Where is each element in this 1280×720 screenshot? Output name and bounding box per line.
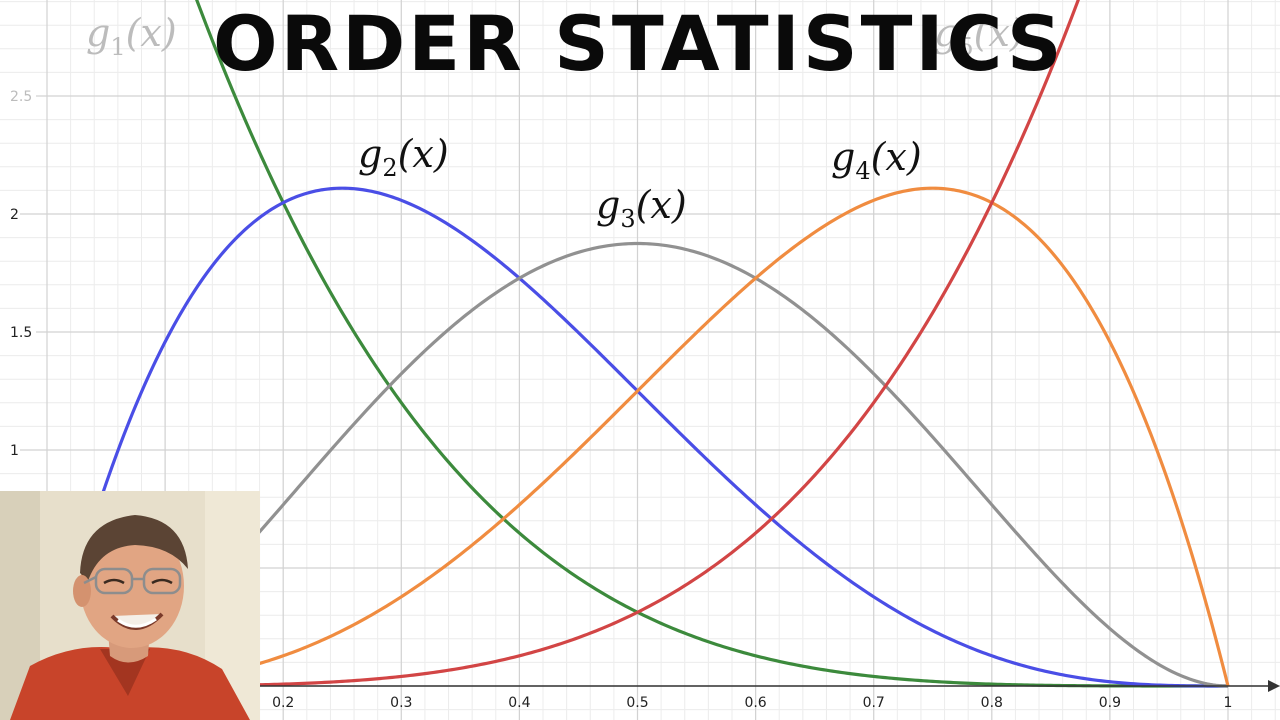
y-tick-label: 1.5 — [10, 325, 32, 341]
x-tick-label: 0.5 — [626, 695, 648, 711]
y-tick-backdrop — [0, 321, 36, 343]
x-tick-label: 1 — [1224, 695, 1233, 711]
label-g4: g4(x) — [831, 135, 922, 185]
label-g1: g1(x) — [86, 11, 177, 61]
x-tick-label: 0.8 — [981, 695, 1003, 711]
x-tick-label: 0.9 — [1099, 695, 1121, 711]
y-tick-backdrop — [0, 85, 36, 107]
y-tick-label: 2.5 — [10, 89, 32, 105]
x-tick-labels: 0.2 0.3 0.4 0.5 0.6 0.7 0.8 0.9 1 — [272, 695, 1232, 711]
x-tick-label: 0.3 — [390, 695, 412, 711]
y-tick-backdrop — [0, 439, 20, 461]
x-tick-label: 0.7 — [863, 695, 885, 711]
y-tick-label: 1 — [10, 443, 19, 459]
presenter-photo — [0, 491, 260, 720]
label-g5: g5(x) — [934, 11, 1025, 61]
x-tick-label: 0.4 — [508, 695, 530, 711]
presenter-webcam — [0, 491, 260, 720]
video-title: ORDER STATISTICS — [213, 0, 1065, 88]
y-tick-label: 2 — [10, 207, 19, 223]
y-tick-backdrop — [0, 203, 20, 225]
y-tick-labels: 1 1.5 2 2.5 — [0, 85, 36, 461]
label-g2: g2(x) — [358, 132, 449, 182]
x-tick-label: 0.2 — [272, 695, 294, 711]
x-tick-label: 0.6 — [744, 695, 766, 711]
x-axis-arrow — [1268, 680, 1280, 692]
function-labels: g1(x) g2(x) g3(x) g4(x) g5(x) — [86, 11, 1025, 233]
label-g3: g3(x) — [596, 183, 687, 233]
